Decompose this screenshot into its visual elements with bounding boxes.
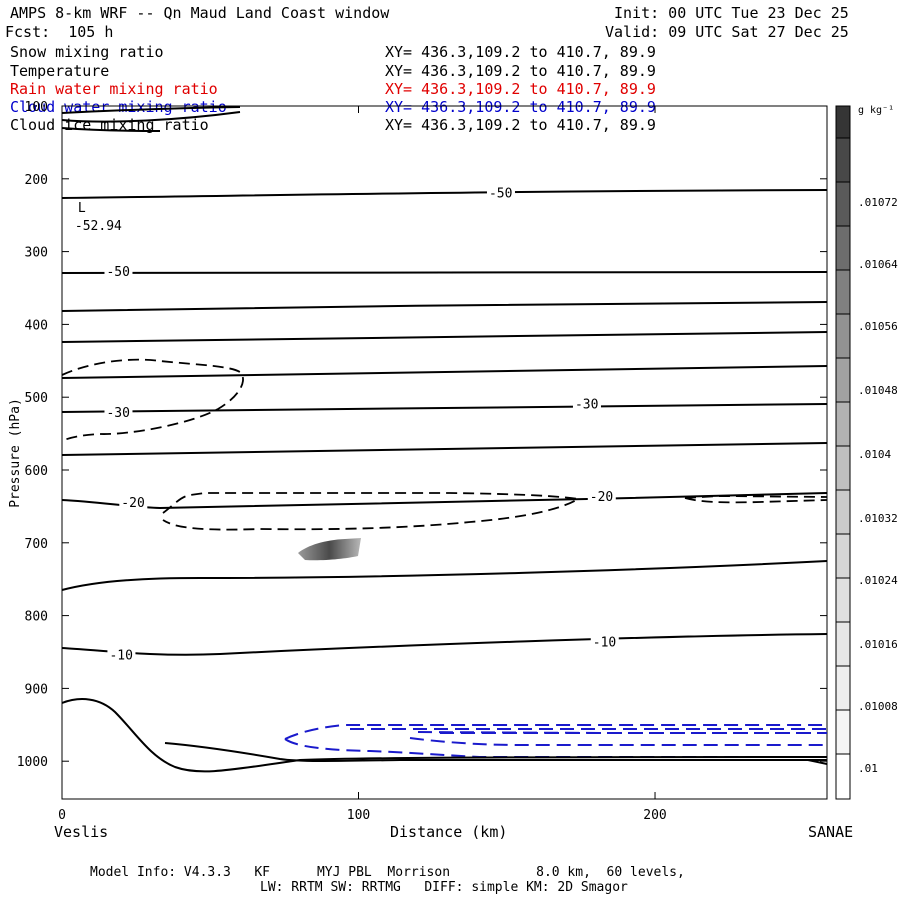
contour-label-bg (590, 634, 619, 649)
field-xy-temperature: XY= 436.3,109.2 to 410.7, 89.9 (385, 62, 656, 80)
temperature-contour-label: -20 (121, 496, 144, 511)
colorbar-label: .01072 (858, 196, 898, 209)
y-tick-label: 600 (25, 464, 48, 479)
init-time: Init: 00 UTC Tue 23 Dec 25 (614, 4, 849, 22)
contour-label-bg (104, 405, 133, 420)
field-xy-cloud-ice: XY= 436.3,109.2 to 410.7, 89.9 (385, 116, 656, 134)
model-info-line2: LW: RRTM SW: RRTMG DIFF: simple KM: 2D S… (260, 880, 628, 895)
field-name-temperature: Temperature (10, 62, 110, 80)
colorbar-label: .01008 (858, 700, 898, 713)
colorbar-label: .01024 (858, 574, 898, 587)
x-right-location: SANAE (808, 823, 854, 841)
temperature-contours (61, 106, 828, 656)
field-name-rain: Rain water mixing ratio (10, 80, 218, 98)
x-tick-label: 100 (347, 808, 370, 823)
temperature-contour-label: -10 (109, 649, 132, 664)
y-tick-label: 800 (25, 610, 48, 625)
colorbar (835, 105, 851, 800)
temperature-contour-label: -20 (590, 490, 613, 505)
field-xy-rain: XY= 436.3,109.2 to 410.7, 89.9 (385, 80, 656, 98)
colorbar-label: .0104 (858, 448, 892, 461)
colorbar-label: .01064 (858, 258, 898, 271)
x-tick-label: 200 (643, 808, 666, 823)
temperature-contour-label: -50 (489, 186, 512, 201)
cloud-water-contours (284, 724, 827, 758)
contour-label-bg (107, 647, 136, 662)
colorbar-label: .01048 (858, 384, 898, 397)
low-marker-value: -52.94 (75, 219, 122, 234)
y-tick-label: 400 (25, 318, 48, 333)
colorbar-label: .01 (858, 762, 878, 775)
x-tick-label: 0 (58, 808, 66, 823)
valid-time: Valid: 09 UTC Sat 27 Dec 25 (605, 23, 849, 41)
field-xy-cloud-water: XY= 436.3,109.2 to 410.7, 89.9 (385, 98, 656, 116)
y-tick-label: 200 (25, 173, 48, 188)
contour-label-bg (587, 488, 616, 503)
colorbar-unit: g kg⁻¹ (858, 105, 895, 116)
contour-label-bg (119, 494, 148, 509)
plot-frame (61, 105, 828, 800)
y-tick-label: 1000 (17, 755, 48, 770)
contour-label-bg (572, 396, 601, 411)
temperature-contour-label: -30 (106, 406, 129, 421)
model-info-line1: Model Info: V4.3.3 KF MYJ PBL Morrison 8… (90, 865, 685, 880)
terrain-lines (61, 698, 828, 773)
snow-mixing-ratio-fill (298, 538, 361, 561)
contour-label-bg (486, 185, 515, 200)
y-tick-label: 100 (25, 100, 48, 115)
y-tick-label: 500 (25, 391, 48, 406)
y-tick-label: 900 (25, 682, 48, 697)
y-axis-title: Pressure (hPa) (8, 398, 23, 508)
forecast-hour: Fcst: 105 h (5, 23, 114, 41)
chart-title: AMPS 8-km WRF -- Qn Maud Land Coast wind… (10, 4, 390, 22)
x-left-location: Veslis (54, 823, 109, 841)
colorbar-label: .01016 (858, 638, 898, 651)
field-xy-snow: XY= 436.3,109.2 to 410.7, 89.9 (385, 43, 656, 61)
y-tick-label: 300 (25, 246, 48, 261)
y-tick-label: 700 (25, 537, 48, 552)
x-axis-title: Distance (km) (390, 823, 508, 841)
temperature-contour-label: -10 (593, 636, 616, 651)
field-name-snow: Snow mixing ratio (10, 43, 164, 61)
low-marker-symbol: L (78, 201, 86, 216)
temperature-contour-label: -30 (575, 397, 598, 412)
contour-label-bg (104, 263, 133, 278)
colorbar-label: .01056 (858, 320, 898, 333)
temperature-contour-label: -50 (106, 265, 129, 280)
colorbar-label: .01032 (858, 512, 898, 525)
